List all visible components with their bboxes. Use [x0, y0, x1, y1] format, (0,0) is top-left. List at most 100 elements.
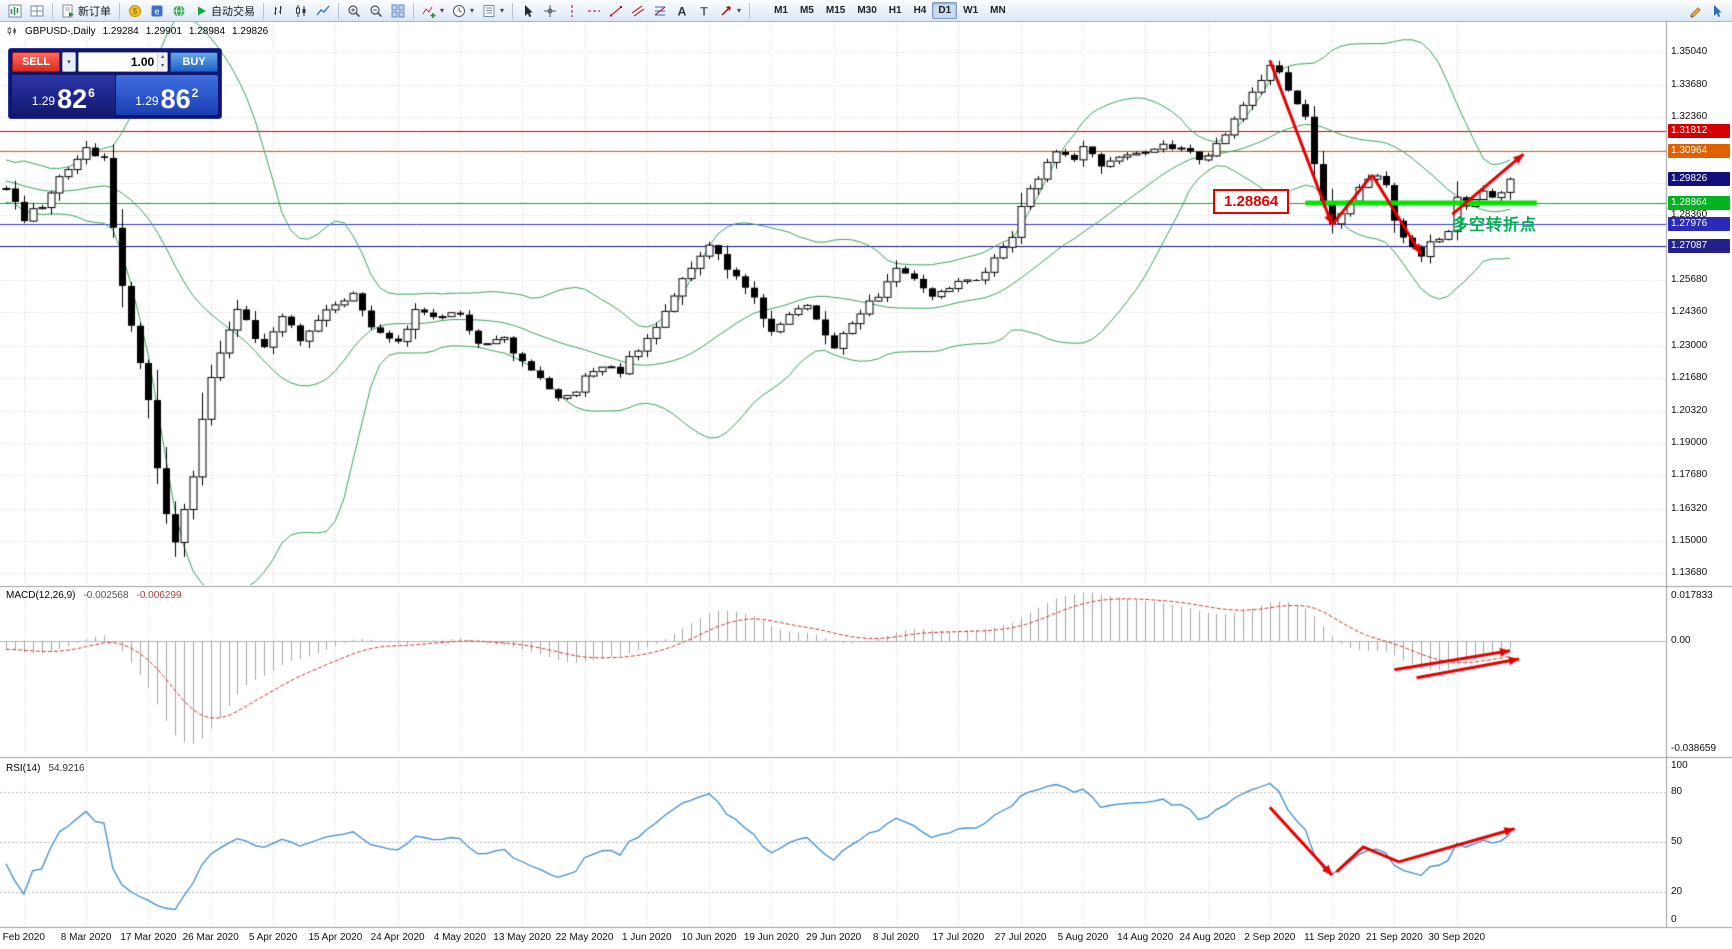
buy-price-prefix: 1.29 [135, 94, 159, 108]
sell-price-big: 82 [57, 84, 88, 114]
date-label: 1 Jun 2020 [622, 932, 672, 943]
price-tick-label: 1.29680 [1671, 176, 1708, 188]
rsi-axis-tick-label: 20 [1671, 885, 1683, 897]
date-label: 13 May 2020 [493, 932, 552, 943]
templates-button[interactable]: ▾ [478, 2, 508, 20]
svg-text:$: $ [133, 7, 138, 16]
toolbar-separator [512, 2, 514, 19]
timeframe-h1-button[interactable]: H1 [888, 5, 902, 16]
tile-windows-button[interactable] [387, 2, 409, 20]
buy-price-button[interactable]: 1.29 86 2 [115, 75, 218, 115]
date-label: 27 Jul 2020 [994, 932, 1047, 943]
date-label: 21 Sep 2020 [1366, 932, 1423, 943]
arrows-tool-button[interactable]: ▾ [715, 2, 745, 20]
price-tick-label: 1.15000 [1671, 534, 1708, 546]
toolbar-separator [749, 2, 751, 19]
volume-field: ▴ ▾ [78, 52, 168, 72]
pointer-button[interactable] [1706, 2, 1728, 20]
price-tick-label: 1.35040 [1671, 46, 1708, 57]
cursor-icon [525, 4, 533, 17]
date-label: 15 Apr 2020 [308, 932, 363, 943]
zoom-in-button[interactable] [343, 2, 365, 20]
price-tick-label: 1.13680 [1671, 566, 1708, 578]
periods-button[interactable]: ▾ [448, 2, 478, 20]
main-toolbar: 新订单 $ e 自动交易 ▾ ▾ ▾ A T ▾ M1 M5 M15 M30 H1 H4 D1 W1 MN [0, 0, 1732, 22]
coin-icon: $ [129, 4, 141, 17]
toolbar-separator [52, 2, 53, 19]
terminal-button[interactable] [168, 2, 190, 20]
date-label: 10 Jun 2020 [681, 932, 737, 943]
editor-icon: e [151, 5, 163, 16]
sell-price-button[interactable]: 1.29 82 6 [12, 75, 115, 115]
pen-button[interactable] [1684, 2, 1706, 20]
sell-button[interactable]: SELL [12, 52, 60, 72]
buy-price-sup: 2 [191, 86, 199, 100]
vertical-line-tool-button[interactable] [561, 2, 583, 20]
text-tool-button[interactable]: A [671, 2, 693, 20]
volume-decrease-button[interactable]: ▾ [158, 62, 167, 71]
hline-icon [588, 10, 601, 11]
timeframe-w1-button[interactable]: W1 [963, 5, 979, 16]
toolbar-separator [338, 2, 339, 19]
trendline-tool-button[interactable] [605, 2, 627, 20]
svg-text:e: e [154, 6, 159, 16]
candles-icon [296, 4, 306, 17]
new-order-icon [62, 4, 74, 17]
arrows-tool-dropdown-icon: ▾ [737, 6, 742, 15]
chart-workspace: GBPUSD-,Daily 1.29284 1.29901 1.28984 1.… [0, 22, 1732, 949]
new-order-button[interactable]: 新订单 [57, 2, 115, 20]
timeframe-m1-button[interactable]: M1 [774, 5, 788, 16]
volume-input[interactable] [79, 53, 158, 71]
timeframe-mn-button[interactable]: MN [990, 5, 1006, 16]
sell-price-sup: 6 [88, 86, 95, 100]
price-chart-canvas[interactable] [0, 22, 1732, 949]
fibonacci-tool-button[interactable] [649, 2, 671, 20]
channel-tool-button[interactable] [627, 2, 649, 20]
market-watch-button[interactable]: $ [124, 2, 146, 20]
volume-increase-button[interactable]: ▴ [158, 53, 167, 62]
date-label: 19 Jun 2020 [743, 932, 799, 943]
text-label-tool-button[interactable]: T [693, 2, 715, 20]
svg-text:A: A [678, 4, 687, 18]
globe-icon [173, 4, 185, 17]
buy-button[interactable]: BUY [170, 52, 218, 72]
date-label: 24 Aug 2020 [1179, 932, 1236, 943]
price-tick-label: 1.31040 [1671, 143, 1708, 155]
date-label: 26 Mar 2020 [182, 932, 239, 943]
cursor-tool-button[interactable] [517, 2, 539, 20]
label-t-icon: T [700, 4, 708, 18]
price-tick-label: 1.33680 [1671, 79, 1708, 91]
indicators-button[interactable]: ▾ [418, 2, 448, 20]
autotrading-button[interactable]: 自动交易 [190, 2, 259, 20]
crosshair-tool-button[interactable] [539, 2, 561, 20]
zoom-out-button[interactable] [365, 2, 387, 20]
timeframe-m15-button[interactable]: M15 [825, 5, 846, 16]
rsi-axis-tick-label: 100 [1671, 760, 1688, 771]
line-chart-mode-button[interactable] [312, 2, 334, 20]
arrow-obj-icon [721, 5, 731, 15]
volume-dropdown-button[interactable]: ▾ [62, 52, 76, 72]
price-tick-label: 1.27040 [1671, 241, 1708, 253]
indicators-dropdown-icon: ▾ [440, 6, 445, 15]
timeframe-d1-button[interactable]: D1 [932, 2, 958, 19]
price-tag: 1.31812 [1668, 123, 1730, 138]
macd-axis-max-label: 0.017833 [1671, 590, 1713, 601]
candlestick-mode-button[interactable] [290, 2, 312, 20]
bar-chart-mode-button[interactable] [268, 2, 290, 20]
line-icon [316, 5, 330, 15]
price-tag: 1.28864 [1668, 195, 1730, 210]
new-chart-button[interactable] [4, 2, 26, 20]
date-label: 2 Sep 2020 [1244, 932, 1296, 943]
price-tag: 1.30964 [1668, 144, 1730, 159]
date-label: 11 Sep 2020 [1304, 932, 1361, 943]
date-label: 22 May 2020 [555, 932, 614, 943]
profiles-button[interactable] [26, 2, 48, 20]
timeframe-m30-button[interactable]: M30 [857, 5, 877, 16]
metaeditor-button[interactable]: e [146, 2, 168, 20]
timeframe-h4-button[interactable]: H4 [913, 5, 927, 16]
price-tick-label: 1.24360 [1671, 306, 1708, 318]
price-tick-label: 1.16320 [1671, 502, 1708, 514]
timeframe-m5-button[interactable]: M5 [799, 5, 814, 16]
horizontal-line-tool-button[interactable] [583, 2, 605, 20]
price-tick-label: 1.19000 [1671, 437, 1708, 449]
